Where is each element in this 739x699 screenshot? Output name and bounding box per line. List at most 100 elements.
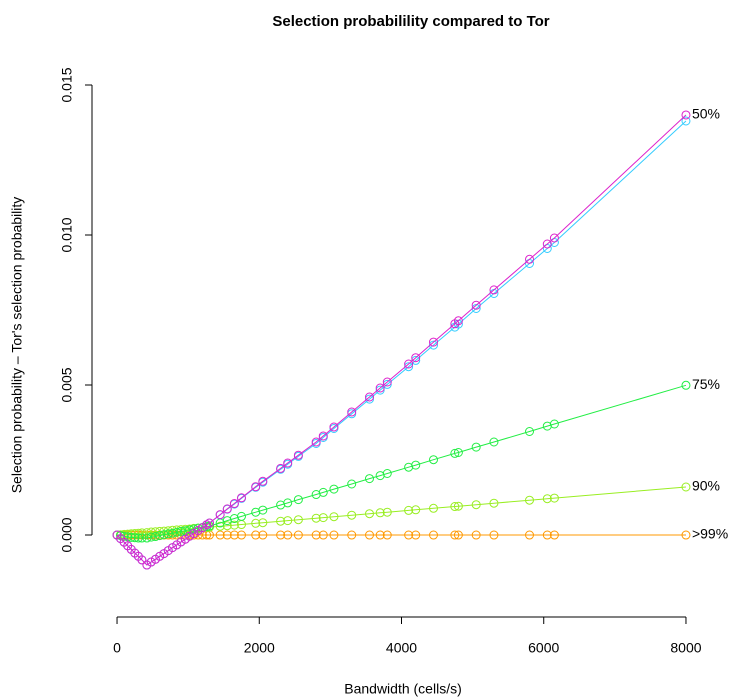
data-point	[215, 521, 225, 531]
data-point	[489, 285, 499, 295]
data-point	[375, 383, 385, 393]
data-point	[382, 377, 392, 387]
y-tick-label: 0.015	[59, 67, 75, 102]
data-point	[311, 513, 321, 523]
data-point	[347, 407, 357, 417]
data-point	[471, 442, 481, 452]
data-point	[329, 484, 339, 494]
x-tick-label: 8000	[670, 640, 701, 656]
data-point	[681, 116, 691, 126]
data-point	[450, 502, 460, 512]
data-point	[364, 394, 374, 404]
data-point	[258, 530, 268, 540]
data-point	[429, 503, 439, 513]
data-point	[329, 512, 339, 522]
data-point	[176, 526, 186, 536]
data-point	[229, 520, 239, 530]
series-label: >99%	[692, 526, 728, 542]
data-point	[251, 482, 261, 492]
data-point	[222, 530, 232, 540]
data-point	[549, 493, 559, 503]
data-point	[489, 498, 499, 508]
data-point	[375, 508, 385, 518]
data-point	[276, 463, 286, 473]
data-point	[681, 380, 691, 390]
data-point	[453, 448, 463, 458]
data-point	[142, 533, 152, 543]
data-point	[159, 530, 169, 540]
data-point	[293, 515, 303, 525]
data-point	[681, 530, 691, 540]
data-point	[525, 495, 535, 505]
data-point	[258, 476, 268, 486]
data-point	[471, 530, 481, 540]
data-point	[525, 254, 535, 264]
data-point	[375, 530, 385, 540]
x-tick-label: 4000	[386, 640, 417, 656]
data-point	[283, 498, 293, 508]
data-point	[258, 505, 268, 515]
data-point	[411, 460, 421, 470]
data-point	[411, 505, 421, 515]
data-point	[364, 392, 374, 402]
data-point	[429, 455, 439, 465]
x-tick-label: 0	[113, 640, 121, 656]
data-point	[404, 359, 414, 369]
data-point	[364, 530, 374, 540]
data-point	[236, 530, 246, 540]
data-point	[453, 530, 463, 540]
data-point	[450, 448, 460, 458]
x-tick-label: 6000	[528, 640, 559, 656]
data-point	[318, 487, 328, 497]
data-point	[318, 530, 328, 540]
data-point	[411, 355, 421, 365]
y-tick-label: 0.000	[59, 517, 75, 552]
data-point	[347, 479, 357, 489]
data-point	[364, 509, 374, 519]
series-line	[116, 114, 687, 566]
series-label: 50%	[692, 106, 720, 122]
data-point	[489, 437, 499, 447]
data-point	[258, 518, 268, 528]
series-line	[116, 120, 687, 566]
data-point	[137, 555, 147, 565]
data-point	[382, 379, 392, 389]
data-point	[276, 516, 286, 526]
data-point	[318, 513, 328, 523]
data-point	[471, 500, 481, 510]
data-point	[450, 530, 460, 540]
data-point	[404, 505, 414, 515]
data-point	[453, 501, 463, 511]
data-point	[133, 533, 143, 543]
data-point	[168, 528, 178, 538]
series-markers	[112, 116, 691, 570]
data-point	[130, 533, 140, 543]
data-point	[283, 516, 293, 526]
data-point	[347, 530, 357, 540]
series-markers	[112, 110, 691, 570]
data-point	[411, 353, 421, 363]
data-point	[229, 530, 239, 540]
data-point	[549, 530, 559, 540]
data-point	[453, 316, 463, 326]
data-point	[542, 239, 552, 249]
data-point	[163, 529, 173, 539]
data-point	[489, 530, 499, 540]
data-point	[364, 474, 374, 484]
data-point	[236, 511, 246, 521]
data-point	[172, 527, 182, 537]
data-point	[236, 493, 246, 503]
data-point	[311, 437, 321, 447]
data-point	[276, 530, 286, 540]
x-axis-label: Bandwidth (cells/s)	[344, 681, 462, 697]
data-point	[411, 530, 421, 540]
data-point	[155, 531, 165, 541]
y-tick-label: 0.005	[59, 367, 75, 402]
data-point	[542, 494, 552, 504]
y-tick-label: 0.010	[59, 217, 75, 252]
data-point	[525, 427, 535, 437]
data-point	[251, 518, 261, 528]
data-point	[429, 337, 439, 347]
data-point	[382, 469, 392, 479]
